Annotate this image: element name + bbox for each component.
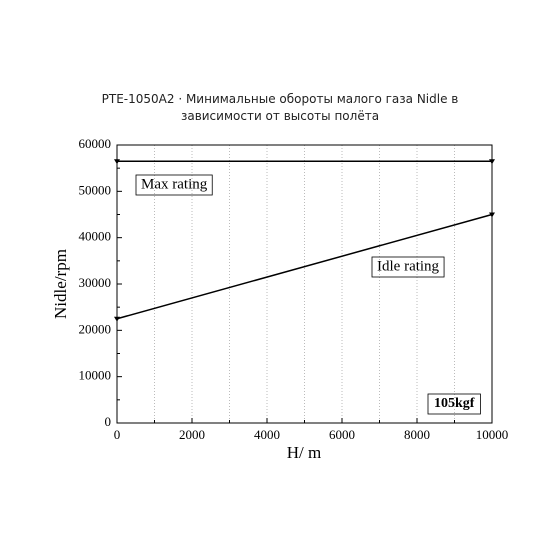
y-tick-label: 50000 [79,182,112,197]
y-axis-label: Nidle/rpm [51,249,70,319]
label-box [135,174,213,196]
series-label: Max rating [141,176,208,192]
x-tick-label: 2000 [179,427,205,442]
marker [489,159,495,165]
y-tick-label: 40000 [79,229,112,244]
marker [114,316,120,322]
annotation-box [427,393,481,415]
x-tick-label: 0 [114,427,121,442]
marker [114,159,120,165]
y-tick-label: 60000 [79,136,112,151]
x-tick-label: 6000 [329,427,355,442]
x-tick-label: 10000 [476,427,509,442]
annotation: 105kgf [434,396,475,411]
y-tick-label: 30000 [79,275,112,290]
y-tick-label: 10000 [79,368,112,383]
y-tick-label: 20000 [79,321,112,336]
label-box [371,256,445,278]
x-axis-label: H/ m [287,443,321,462]
y-tick-label: 0 [105,414,112,429]
x-tick-label: 4000 [254,427,280,442]
plot-frame [116,144,493,424]
line [116,213,493,320]
series-label: Idle rating [377,258,440,274]
chart-title: PTE-1050A2 · Минимальные обороты малого … [101,92,459,123]
marker [489,212,495,218]
x-tick-label: 8000 [404,427,430,442]
